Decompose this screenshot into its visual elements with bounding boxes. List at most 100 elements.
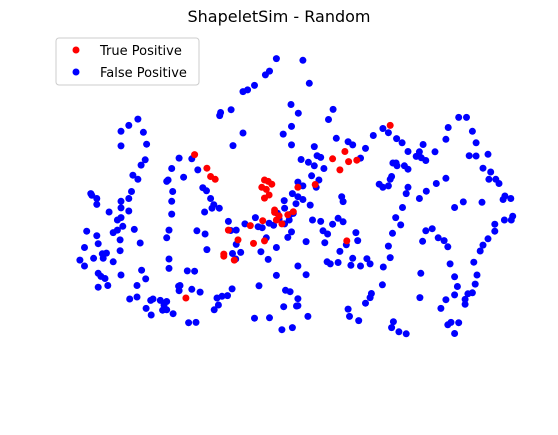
point-false-positive [297, 156, 305, 163]
point-false-positive [389, 318, 397, 326]
point-true-positive [203, 164, 211, 172]
point-false-positive [415, 148, 423, 156]
point-false-positive [437, 304, 445, 312]
point-false-positive [136, 239, 144, 247]
legend-label-true-positive: True Positive [99, 44, 182, 59]
point-true-positive [224, 226, 232, 234]
point-false-positive [317, 217, 325, 225]
point-false-positive [336, 247, 344, 255]
point-false-positive [347, 261, 355, 269]
point-false-positive [279, 130, 287, 138]
point-false-positive [354, 237, 362, 245]
point-true-positive [250, 239, 257, 247]
point-false-positive [192, 318, 200, 326]
point-false-positive [444, 243, 452, 251]
point-false-positive [326, 260, 334, 268]
point-true-positive [265, 191, 273, 199]
point-false-positive [389, 229, 396, 237]
point-false-positive [133, 293, 141, 301]
point-false-positive [334, 259, 342, 266]
point-false-positive [419, 237, 427, 245]
point-false-positive [272, 244, 280, 251]
point-false-positive [344, 138, 352, 146]
point-false-positive [185, 319, 193, 327]
point-false-positive [329, 105, 337, 113]
point-false-positive [384, 129, 392, 137]
point-false-positive [138, 266, 146, 274]
point-false-positive [492, 175, 500, 183]
point-false-positive [392, 214, 400, 222]
point-false-positive [94, 283, 102, 291]
point-false-positive [94, 240, 102, 248]
point-false-positive [163, 234, 171, 242]
point-false-positive [320, 165, 328, 172]
point-true-positive [294, 183, 302, 191]
point-true-positive [261, 237, 268, 245]
point-false-positive [232, 226, 240, 234]
point-false-positive [402, 330, 410, 338]
point-false-positive [339, 218, 347, 226]
point-false-positive [465, 152, 473, 160]
point-false-positive [116, 247, 124, 255]
point-false-positive [302, 238, 310, 246]
point-false-positive [224, 292, 231, 300]
point-false-positive [292, 200, 300, 208]
point-false-positive [357, 262, 364, 270]
point-false-positive [258, 224, 266, 232]
point-false-positive [306, 201, 314, 209]
point-true-positive [220, 252, 228, 260]
point-false-positive [304, 312, 312, 320]
point-false-positive [349, 254, 357, 262]
point-false-positive [487, 168, 495, 176]
point-false-positive [165, 255, 173, 263]
point-false-positive [139, 128, 147, 136]
point-false-positive [444, 321, 452, 329]
point-false-positive [251, 314, 258, 322]
point-false-positive [168, 165, 176, 172]
point-true-positive [271, 206, 279, 214]
point-false-positive [451, 273, 459, 281]
point-false-positive [125, 121, 133, 129]
point-false-positive [101, 275, 109, 282]
point-false-positive [288, 324, 296, 332]
point-false-positive [476, 247, 484, 255]
point-true-positive [345, 158, 353, 166]
point-false-positive [104, 282, 112, 289]
point-false-positive [119, 222, 127, 230]
point-false-positive [346, 312, 353, 320]
point-false-positive [484, 235, 492, 243]
point-false-positive [125, 207, 133, 215]
point-false-positive [244, 86, 252, 94]
point-false-positive [384, 182, 392, 190]
point-false-positive [455, 319, 463, 327]
point-false-positive [102, 249, 110, 257]
point-false-positive [207, 195, 215, 202]
point-false-positive [288, 228, 295, 236]
point-false-positive [164, 176, 172, 184]
point-false-positive [81, 244, 88, 251]
point-true-positive [311, 181, 319, 188]
point-false-positive [416, 294, 424, 302]
point-false-positive [302, 271, 310, 279]
point-false-positive [201, 230, 209, 238]
point-false-positive [473, 271, 481, 279]
point-false-positive [142, 275, 150, 283]
point-false-positive [463, 113, 470, 121]
point-false-positive [117, 127, 125, 135]
point-false-positive [168, 197, 176, 205]
point-false-positive [455, 113, 463, 121]
point-false-positive [388, 324, 396, 332]
point-false-positive [255, 282, 263, 290]
point-false-positive [485, 175, 493, 183]
point-false-positive [125, 195, 133, 202]
point-false-positive [228, 285, 236, 293]
point-true-positive [234, 236, 242, 244]
point-false-positive [393, 135, 401, 143]
legend-marker-true-positive [72, 46, 80, 54]
point-false-positive [117, 214, 125, 222]
point-false-positive [239, 129, 247, 137]
point-false-positive [224, 217, 232, 225]
point-false-positive [180, 173, 188, 181]
point-true-positive [284, 211, 292, 219]
